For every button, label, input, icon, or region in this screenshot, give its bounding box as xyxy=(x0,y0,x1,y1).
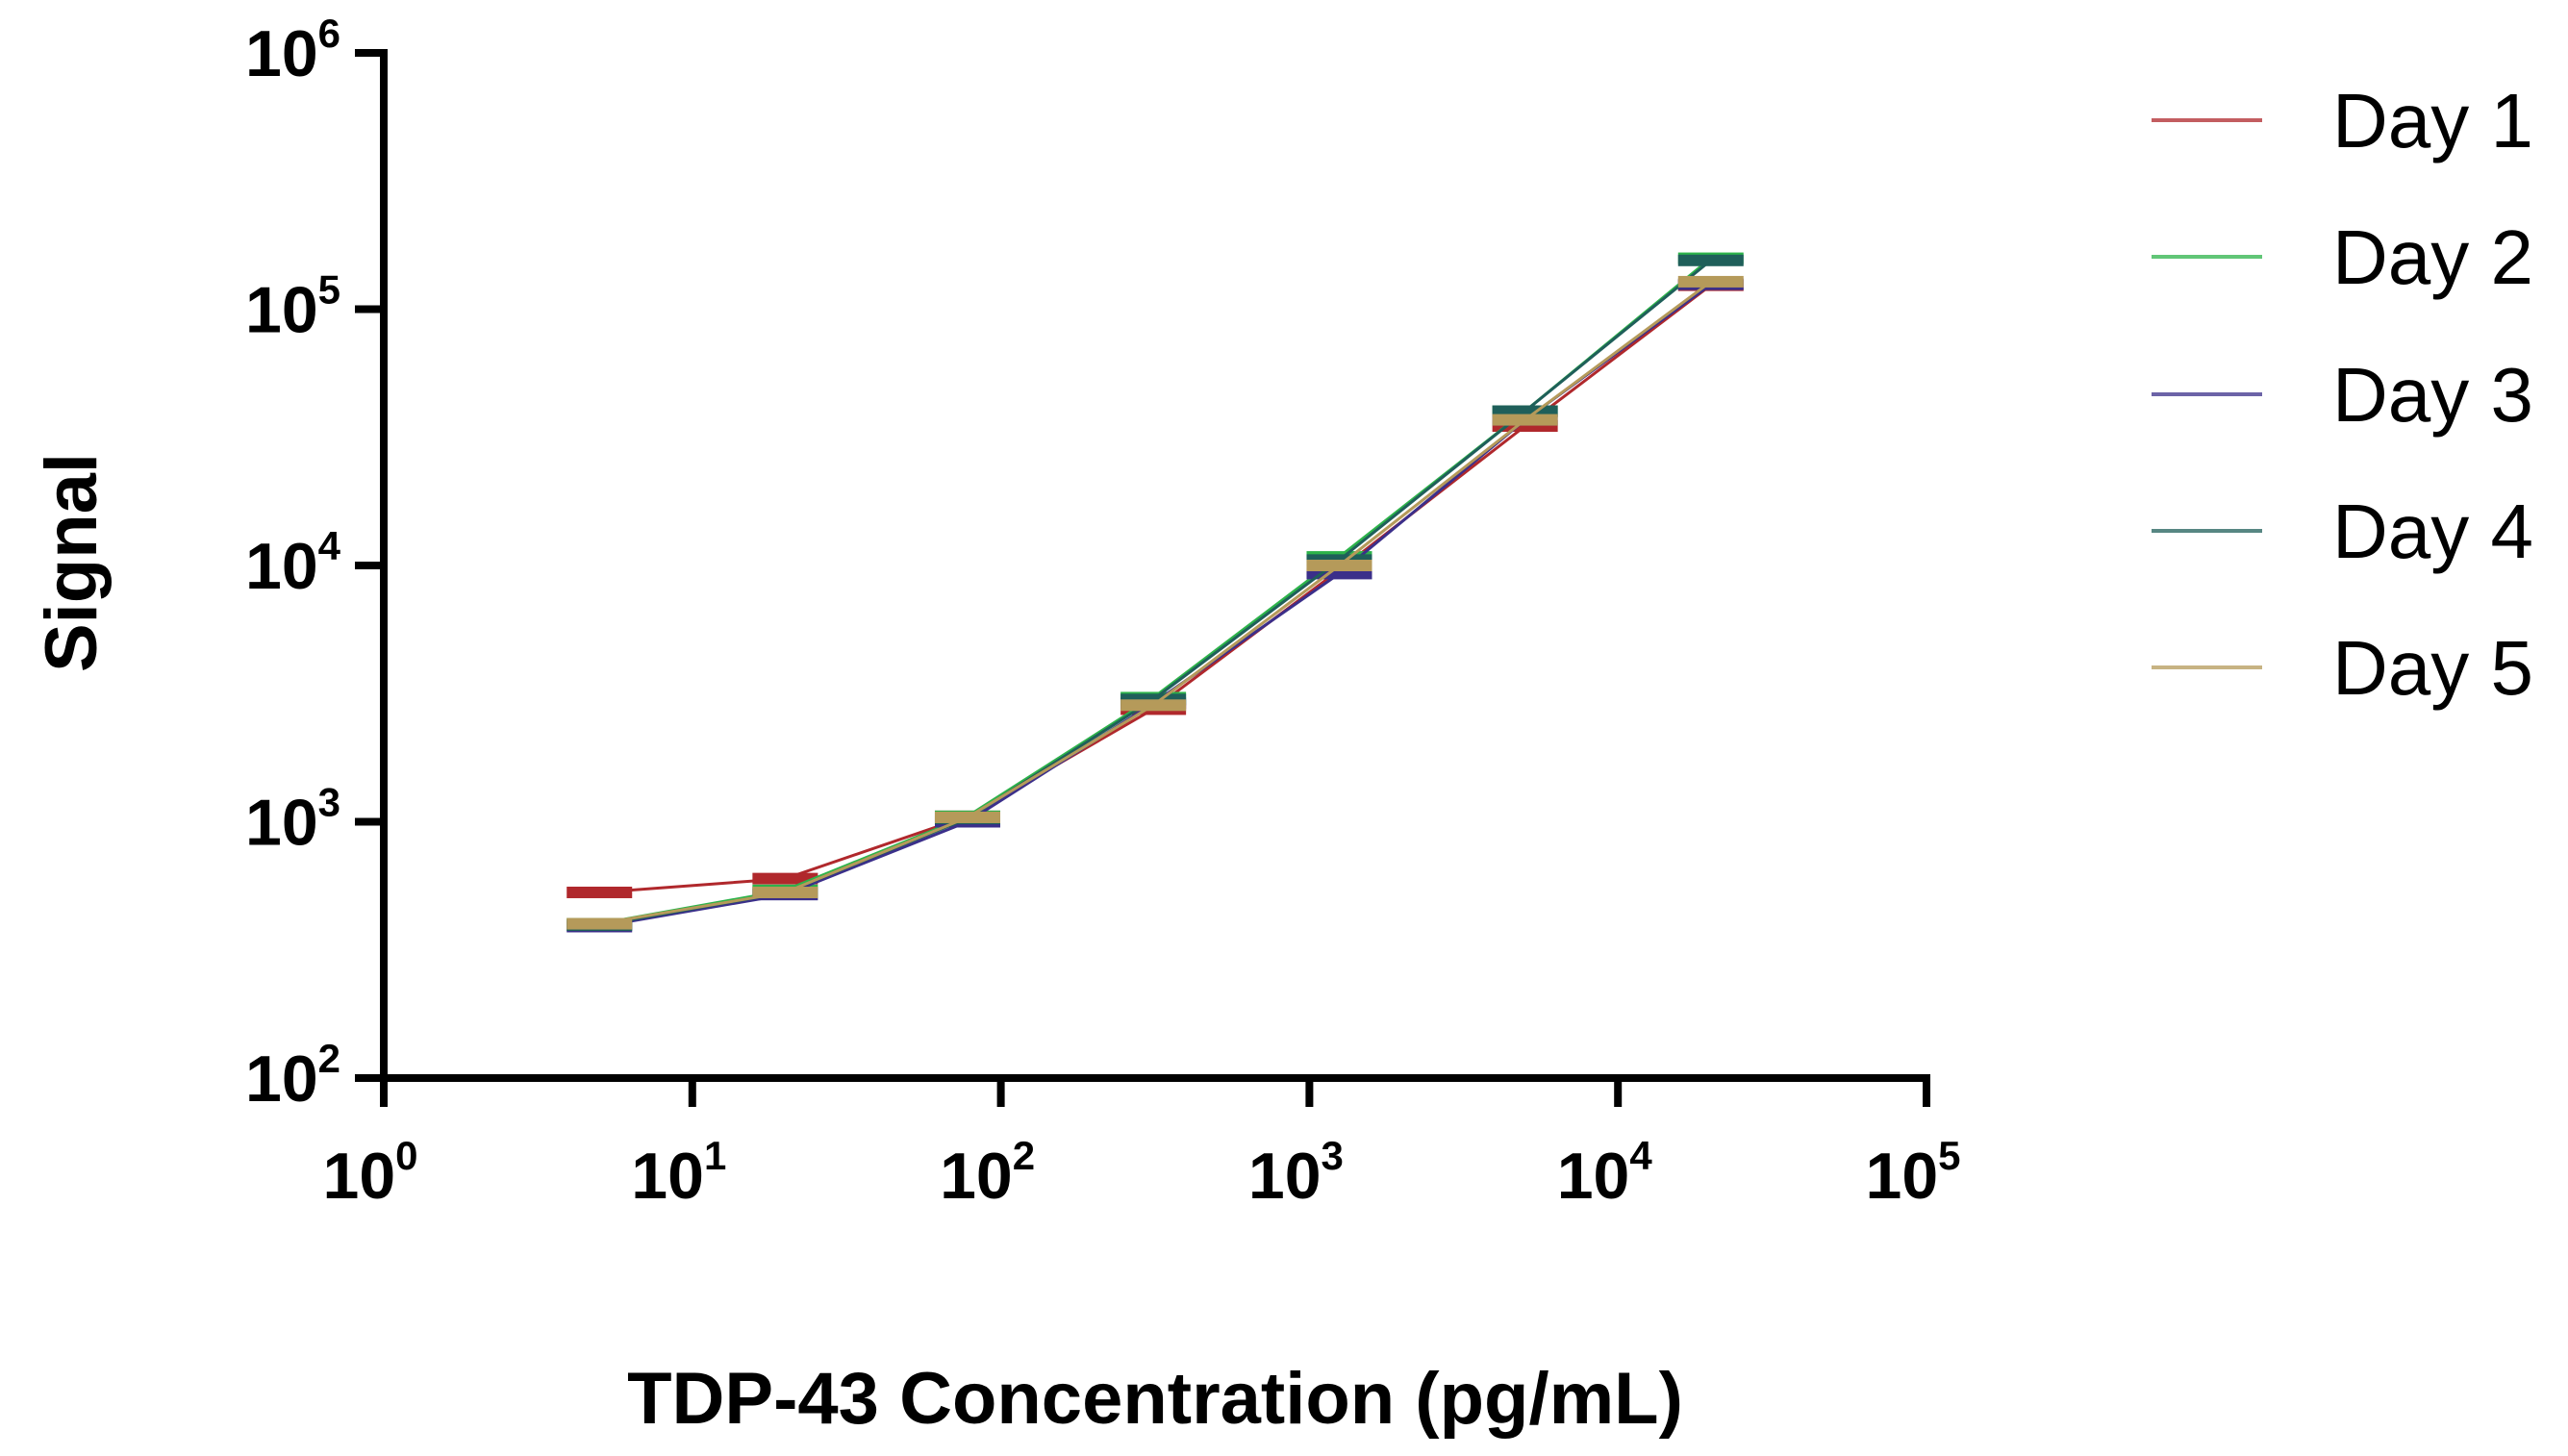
data-point-cap xyxy=(1677,254,1744,266)
legend-label: Day 2 xyxy=(2332,214,2533,300)
x-tick-label: 105 xyxy=(1866,1133,1961,1213)
legend-label: Day 1 xyxy=(2332,78,2533,163)
legend-item: Day 1 xyxy=(2152,78,2533,163)
x-tick-label: 104 xyxy=(1557,1133,1653,1213)
data-point-cap xyxy=(1492,414,1558,426)
series-line xyxy=(598,259,1712,927)
data-point-cap xyxy=(1120,699,1187,712)
x-tick-label: 102 xyxy=(940,1133,1035,1213)
y-tick-label: 106 xyxy=(245,11,340,90)
series-line xyxy=(598,280,1712,926)
series-4 xyxy=(566,254,1744,932)
data-point-cap xyxy=(934,811,1000,823)
series-5 xyxy=(566,275,1744,930)
legend-item: Day 3 xyxy=(2152,352,2533,438)
y-tick-label: 103 xyxy=(245,780,340,860)
x-axis-title: TDP-43 Concentration (pg/mL) xyxy=(627,1358,1683,1440)
axes: 100 101 102 103 104 105 102 103 104 105 106 xyxy=(245,11,1961,1213)
data-point-cap xyxy=(566,917,633,930)
y-tick-label: 104 xyxy=(245,523,341,603)
data-point-cap xyxy=(752,872,818,885)
legend-item: Day 2 xyxy=(2152,214,2533,300)
series-line xyxy=(599,284,1712,894)
legend-label: Day 3 xyxy=(2332,352,2533,438)
legend-item: Day 5 xyxy=(2152,625,2533,711)
legend-label: Day 4 xyxy=(2332,489,2533,574)
series-2 xyxy=(566,252,1744,930)
x-tick-label: 103 xyxy=(1248,1133,1344,1213)
data-point-cap xyxy=(1306,560,1372,571)
legend: Day 1 Day 2 Day 3 Day 4 Day 5 xyxy=(2152,78,2533,711)
legend-label: Day 5 xyxy=(2332,625,2533,711)
data-point-cap xyxy=(1677,275,1744,288)
y-tick-label: 102 xyxy=(245,1036,340,1116)
x-tick-label: 101 xyxy=(631,1133,726,1213)
series-line xyxy=(598,257,1712,926)
legend-item: Day 4 xyxy=(2152,489,2533,574)
x-tick-label: 100 xyxy=(323,1133,418,1213)
y-tick-label: 105 xyxy=(245,267,340,347)
series-line xyxy=(598,283,1712,928)
series-layer xyxy=(566,252,1744,933)
data-point-cap xyxy=(566,886,633,898)
y-axis-title: Signal xyxy=(31,453,113,672)
data-point-cap xyxy=(752,886,818,898)
series-1 xyxy=(566,279,1744,898)
